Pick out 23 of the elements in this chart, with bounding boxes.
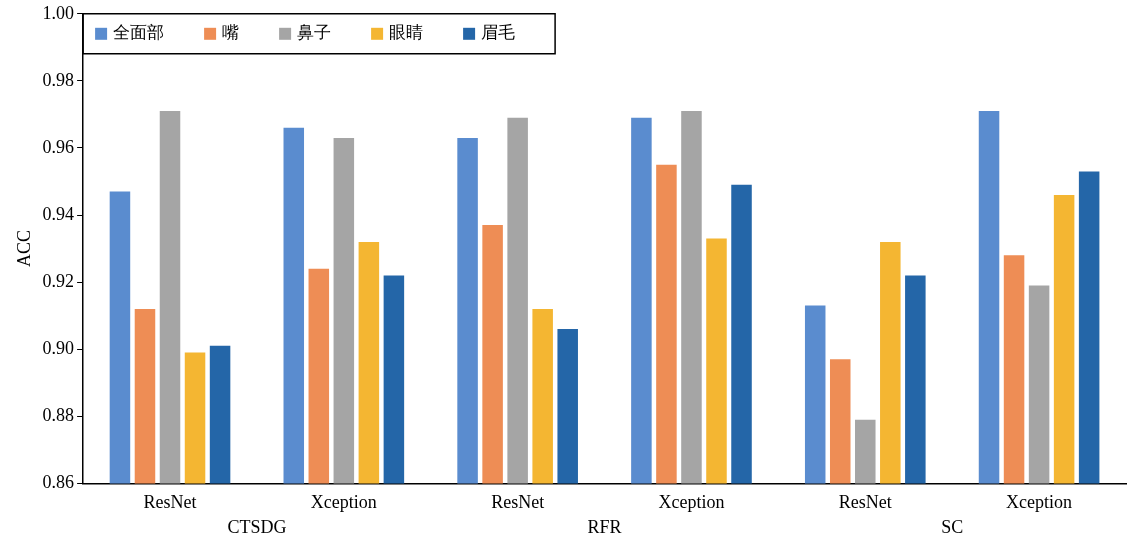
y-tick-label: 0.88 — [42, 405, 75, 426]
legend-label: 嘴 — [222, 22, 240, 43]
y-tick-label: 1.00 — [42, 2, 75, 23]
x-tick-label: ResNet — [143, 491, 197, 512]
x-tick-label: Xception — [1006, 491, 1073, 512]
text: SC — [941, 517, 964, 538]
legend-label: 眼睛 — [389, 22, 424, 43]
y-tick-label: 0.98 — [42, 69, 75, 90]
y-tick-label: 0.96 — [42, 136, 75, 157]
x-tick-label: Xception — [310, 491, 377, 512]
y-tick-label: 0.94 — [42, 203, 75, 224]
legend-label: 眉毛 — [481, 22, 516, 43]
text: CTSDG — [227, 517, 287, 538]
y-tick-label: 0.92 — [42, 270, 75, 291]
x-tick-label: ResNet — [491, 491, 545, 512]
text: RFR — [587, 517, 622, 538]
x-tick-label: ResNet — [838, 491, 892, 512]
y-tick-label: 0.90 — [42, 337, 75, 358]
legend-label: 全面部 — [113, 22, 165, 43]
y-axis-title: ACC — [13, 230, 34, 268]
legend-label: 鼻子 — [297, 22, 332, 43]
y-tick-label: 0.86 — [42, 472, 75, 493]
x-tick-label: Xception — [658, 491, 725, 512]
